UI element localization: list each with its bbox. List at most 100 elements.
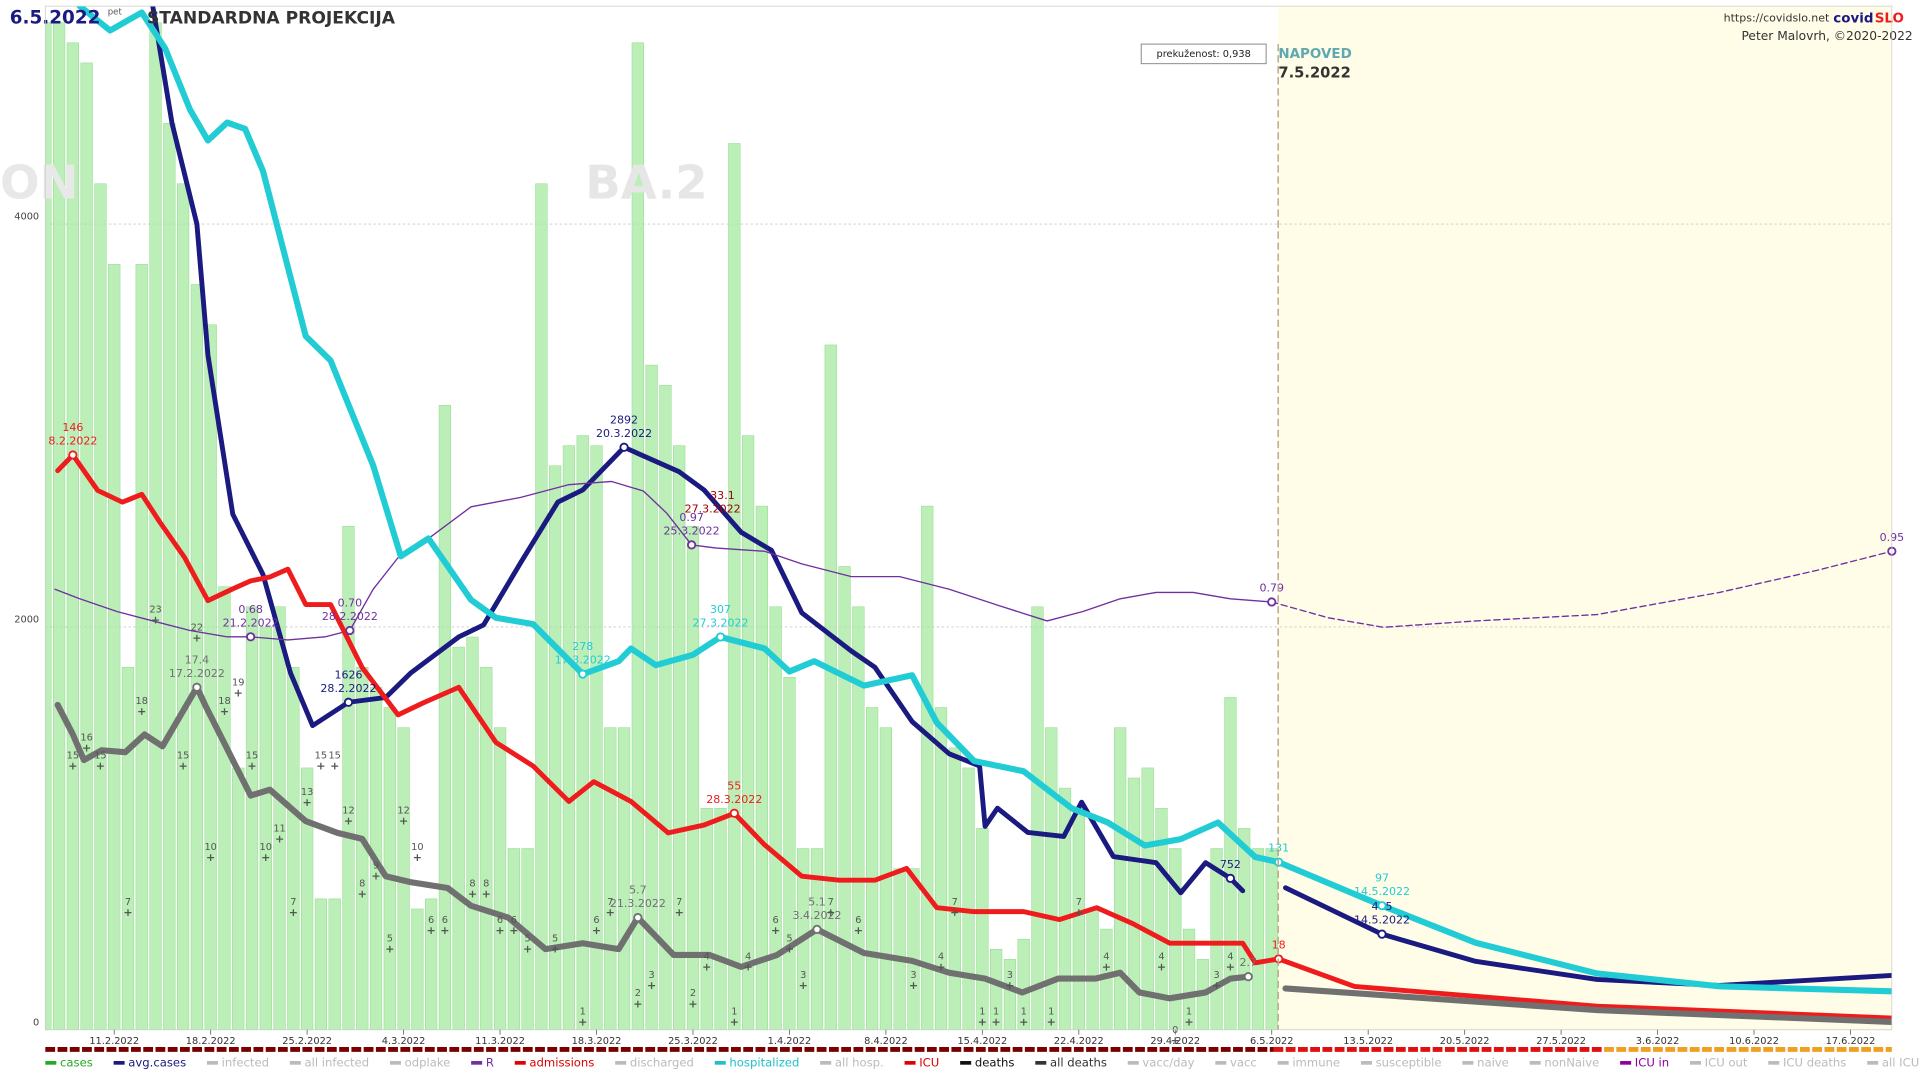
forecast-area bbox=[1278, 6, 1892, 1030]
date-label: 21.2.2022 bbox=[223, 616, 279, 629]
point-label: 12 bbox=[342, 805, 354, 816]
legend-label: all ICU bbox=[1882, 1055, 1919, 1069]
point: + bbox=[385, 942, 394, 955]
bar bbox=[232, 767, 245, 1030]
point: + bbox=[220, 705, 229, 718]
point-label: 7 bbox=[952, 897, 958, 908]
bar bbox=[1058, 787, 1072, 1030]
series-layer bbox=[54, 6, 1892, 1026]
point: + bbox=[647, 979, 656, 992]
legend-label: immune bbox=[1292, 1055, 1340, 1069]
bar bbox=[1114, 727, 1127, 1030]
data-label: 146 bbox=[62, 421, 83, 434]
bar bbox=[976, 828, 989, 1030]
legend-label: ICU out bbox=[1705, 1055, 1748, 1069]
point: + bbox=[247, 760, 256, 773]
data-label: 2892 bbox=[610, 413, 638, 426]
bar bbox=[934, 707, 948, 1030]
point-label: 1 bbox=[1048, 1007, 1054, 1018]
bar bbox=[121, 666, 135, 1030]
data-label: 1626 bbox=[334, 668, 362, 681]
line bbox=[1283, 885, 1892, 988]
date-label: 20.3.2022 bbox=[596, 427, 652, 440]
data-label: 18 bbox=[1272, 938, 1286, 951]
bar bbox=[741, 435, 755, 1030]
bar bbox=[1210, 848, 1223, 1030]
bar bbox=[590, 445, 603, 1030]
point: + bbox=[413, 851, 422, 864]
note-value: 33.1 bbox=[710, 489, 735, 502]
label-point bbox=[715, 632, 726, 642]
point-label: 15 bbox=[246, 751, 258, 762]
point: + bbox=[578, 1016, 587, 1029]
bar bbox=[866, 707, 879, 1030]
forecast-label: NAPOVED bbox=[1278, 47, 1351, 62]
label-point bbox=[686, 540, 697, 550]
x-tick-label: 15.4.2022 bbox=[957, 1036, 1007, 1047]
bar bbox=[659, 384, 672, 1030]
bar bbox=[576, 435, 589, 1030]
bar bbox=[893, 868, 906, 1030]
data-label: 55 bbox=[727, 779, 741, 792]
data-label: 0.68 bbox=[238, 603, 263, 616]
date-label: 28.3.2022 bbox=[706, 793, 762, 806]
x-tick-label: 18.2.2022 bbox=[186, 1036, 236, 1047]
point: + bbox=[358, 888, 367, 901]
bar bbox=[1169, 848, 1182, 1030]
bar bbox=[507, 848, 520, 1030]
legend-label: vacc bbox=[1230, 1055, 1257, 1069]
point: + bbox=[82, 741, 91, 754]
bar bbox=[328, 898, 341, 1030]
bar bbox=[466, 636, 479, 1030]
bar bbox=[66, 42, 79, 1030]
point: + bbox=[495, 924, 504, 937]
point: + bbox=[468, 888, 477, 901]
point-label: 6 bbox=[593, 915, 599, 926]
x-tick-label: 8.4.2022 bbox=[864, 1036, 908, 1047]
x-tick-label: 27.5.2022 bbox=[1536, 1036, 1586, 1047]
point-label: 4 bbox=[1103, 952, 1109, 963]
bar bbox=[383, 707, 396, 1030]
point: + bbox=[151, 613, 160, 626]
point: + bbox=[592, 924, 601, 937]
point-label: 8 bbox=[359, 879, 365, 890]
bar bbox=[549, 465, 562, 1030]
legend-label: infected bbox=[222, 1055, 269, 1069]
bar bbox=[755, 505, 768, 1030]
bar bbox=[700, 807, 713, 1030]
bar bbox=[177, 183, 190, 1030]
legend-label: nonNaive bbox=[1544, 1055, 1599, 1069]
point-label: 23 bbox=[149, 604, 161, 615]
point: + bbox=[206, 851, 215, 864]
point: + bbox=[371, 869, 380, 882]
x-tick-label: 6.5.2022 bbox=[1250, 1036, 1294, 1047]
label-point bbox=[1243, 972, 1253, 982]
legend-label: hospitalized bbox=[729, 1055, 799, 1069]
bar bbox=[921, 505, 934, 1030]
bar bbox=[425, 898, 438, 1030]
bar bbox=[686, 525, 700, 1030]
point-label: 2 bbox=[635, 988, 641, 999]
legend-label: avg.cases bbox=[128, 1055, 186, 1069]
bar bbox=[480, 666, 493, 1030]
point-label: 1 bbox=[993, 1007, 999, 1018]
legend-label: deaths bbox=[975, 1055, 1015, 1069]
legend-label: R bbox=[486, 1055, 494, 1069]
x-tick-label: 10.6.2022 bbox=[1729, 1036, 1779, 1047]
date-label: 27.3.2022 bbox=[692, 616, 748, 629]
line bbox=[76, 6, 1892, 995]
legend-label: vacc/day bbox=[1142, 1055, 1194, 1069]
point-label: 5 bbox=[552, 933, 558, 944]
point-label: 7 bbox=[828, 897, 834, 908]
bar bbox=[493, 727, 507, 1030]
label-point bbox=[1267, 597, 1277, 607]
point-label: 3 bbox=[1213, 970, 1219, 981]
brand: SLO bbox=[1875, 11, 1904, 26]
point-label: 15 bbox=[328, 751, 340, 762]
author: Peter Malovrh, ©2020-2022 bbox=[1741, 29, 1912, 43]
data-label: 278 bbox=[572, 640, 593, 653]
x-tick-label: 29.4.2022 bbox=[1150, 1036, 1200, 1047]
bar bbox=[617, 727, 631, 1030]
point-label: 18 bbox=[136, 696, 148, 707]
point: + bbox=[399, 814, 408, 827]
